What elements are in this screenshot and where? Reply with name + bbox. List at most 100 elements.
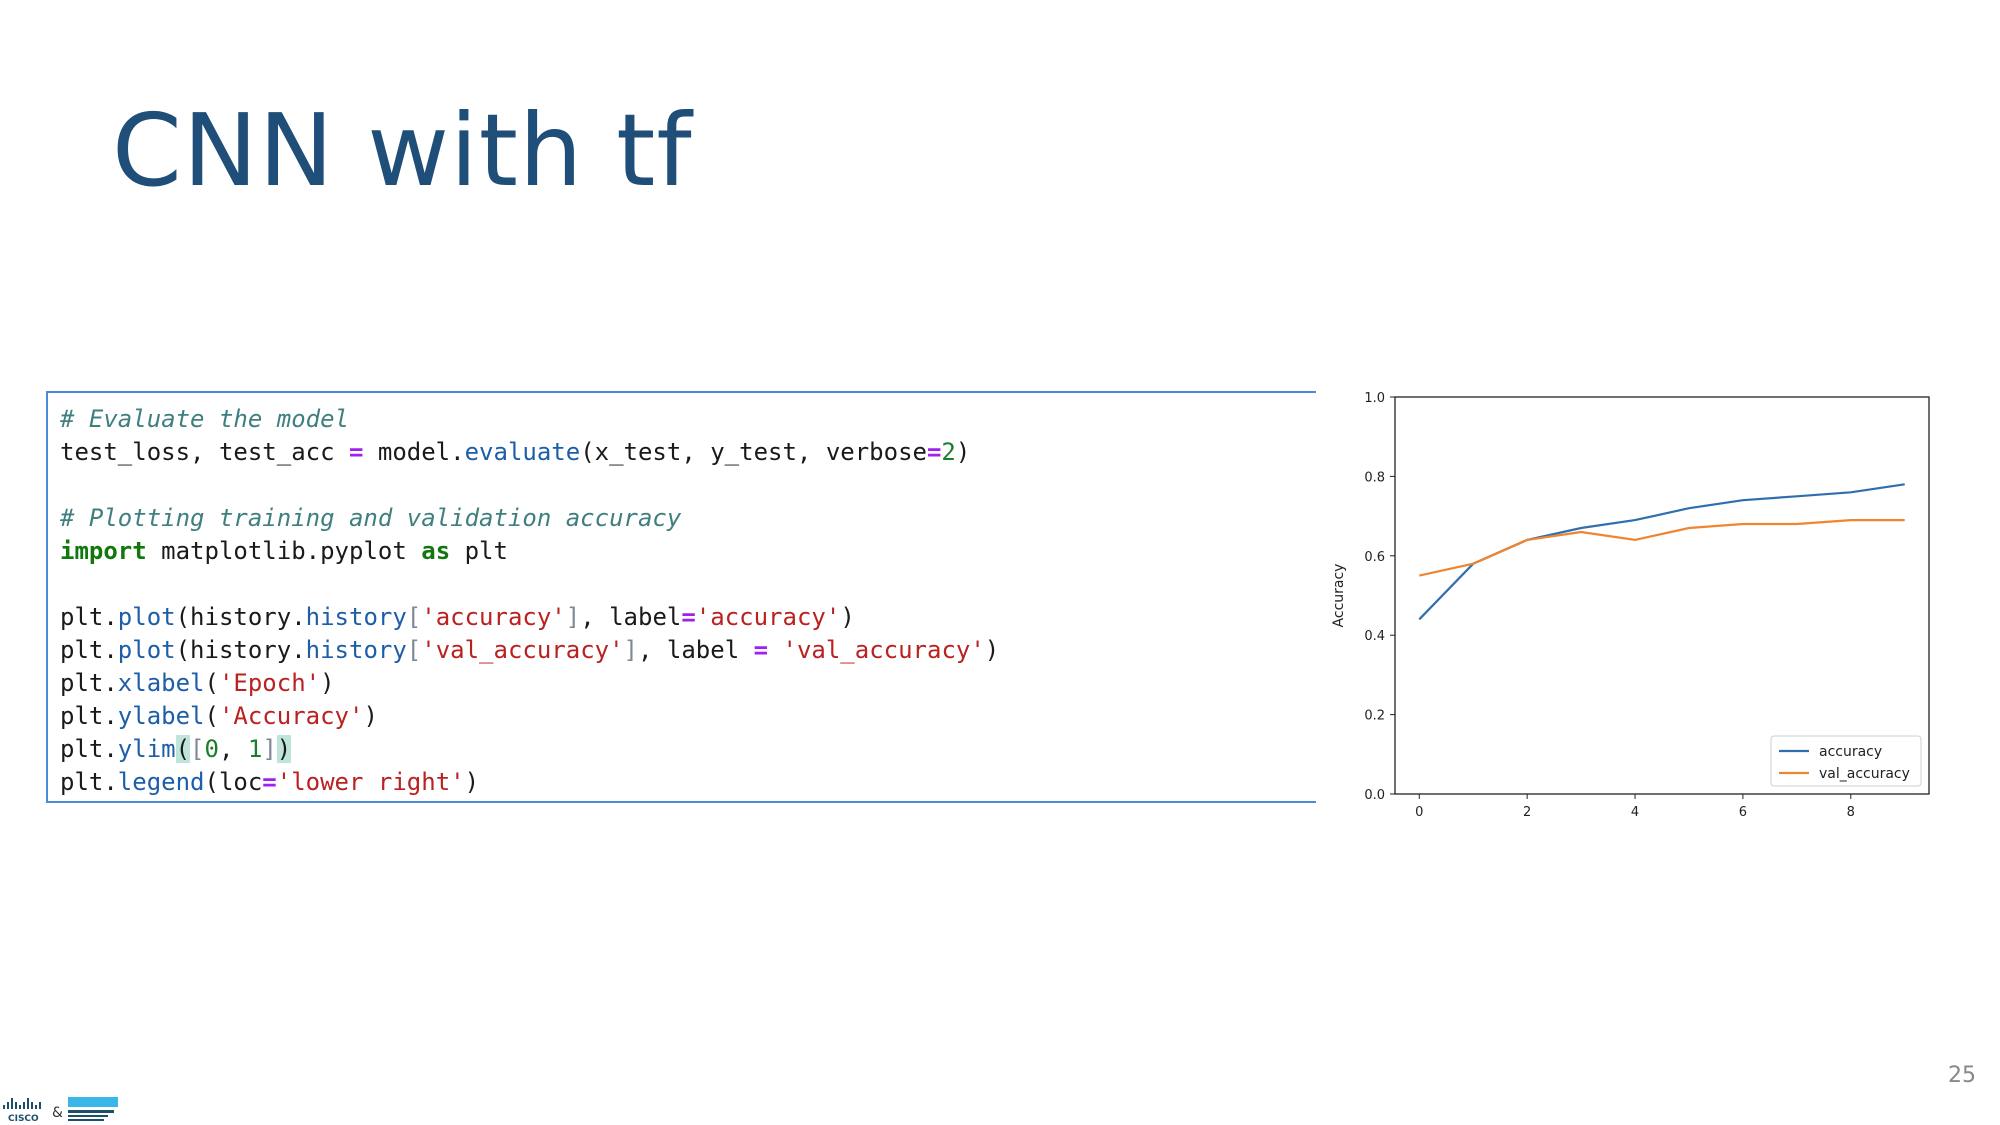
code-string: 'Accuracy' bbox=[218, 702, 364, 730]
code-blank-line bbox=[60, 469, 1316, 502]
code-line: plt.ylim([0, 1]) bbox=[60, 733, 1316, 766]
code-text: ) bbox=[320, 669, 335, 697]
code-bracket: ] bbox=[565, 603, 581, 631]
code-text bbox=[768, 636, 782, 664]
code-string: 'accuracy' bbox=[695, 603, 841, 631]
code-text: ) bbox=[363, 702, 378, 730]
code-text: (x_test, y_test, verbose bbox=[580, 438, 927, 466]
legend-entry: accuracy bbox=[1819, 744, 1882, 760]
code-bracket: [ bbox=[406, 603, 422, 631]
code-function: xlabel bbox=[117, 669, 205, 697]
code-line: plt.legend(loc='lower right') bbox=[60, 766, 1316, 799]
code-function: evaluate bbox=[464, 438, 581, 466]
y-tick-label: 1.0 bbox=[1364, 391, 1385, 406]
y-tick-label: 0.8 bbox=[1364, 470, 1385, 485]
x-tick-label: 2 bbox=[1523, 805, 1531, 820]
code-text: ) bbox=[984, 636, 1000, 664]
code-function: history bbox=[305, 636, 407, 664]
code-text: , label bbox=[580, 603, 682, 631]
code-text: (history. bbox=[175, 603, 306, 631]
code-string: 'Epoch' bbox=[218, 669, 321, 697]
code-text: ) bbox=[840, 603, 855, 631]
legend-entry: val_accuracy bbox=[1819, 766, 1910, 782]
code-number: 1 bbox=[247, 735, 263, 763]
code-function: ylabel bbox=[117, 702, 205, 730]
code-bracket: [ bbox=[190, 735, 205, 763]
code-function: legend bbox=[117, 768, 205, 796]
code-line: test_loss, test_acc = model.evaluate(x_t… bbox=[60, 436, 1316, 469]
code-operator: = bbox=[681, 603, 696, 631]
code-keyword: import bbox=[60, 537, 147, 565]
code-bracket: [ bbox=[406, 636, 422, 664]
code-text: ) bbox=[464, 768, 480, 796]
code-line: plt.xlabel('Epoch') bbox=[60, 667, 1316, 700]
y-tick-label: 0.4 bbox=[1364, 629, 1385, 644]
code-text: ( bbox=[204, 702, 219, 730]
plot-frame bbox=[1394, 396, 1930, 795]
page-number: 25 bbox=[1948, 1063, 1976, 1088]
code-text: model. bbox=[363, 438, 465, 466]
code-text: plt. bbox=[60, 669, 118, 697]
code-blank-line bbox=[60, 568, 1316, 601]
series-line-accuracy bbox=[1418, 483, 1905, 621]
code-text: plt. bbox=[60, 768, 118, 796]
code-number: 0 bbox=[204, 735, 219, 763]
code-line: plt.ylabel('Accuracy') bbox=[60, 700, 1316, 733]
x-tick-label: 8 bbox=[1847, 805, 1855, 820]
code-text: , bbox=[218, 735, 248, 763]
code-bracket: ] bbox=[623, 636, 638, 664]
code-comment: # Evaluate the model bbox=[60, 405, 349, 433]
code-string: 'val_accuracy' bbox=[421, 636, 624, 664]
code-function: history bbox=[305, 603, 407, 631]
code-string: 'accuracy' bbox=[421, 603, 566, 631]
code-function: ylim bbox=[117, 735, 176, 763]
series-line-val_accuracy bbox=[1419, 519, 1905, 577]
code-line: import matplotlib.pyplot as plt bbox=[60, 535, 1316, 568]
code-function: plot bbox=[117, 603, 176, 631]
code-block: # Evaluate the model test_loss, test_acc… bbox=[46, 391, 1316, 803]
code-string: 'val_accuracy' bbox=[782, 636, 985, 664]
y-tick-label: 0.6 bbox=[1364, 550, 1385, 565]
code-line: plt.plot(history.history['accuracy'], la… bbox=[60, 601, 1316, 634]
y-tick-label: 0.2 bbox=[1364, 709, 1385, 724]
cisco-logo-text: CISCO bbox=[8, 1114, 39, 1123]
code-text: test_loss, test_acc bbox=[60, 438, 349, 466]
code-line: plt.plot(history.history['val_accuracy']… bbox=[60, 634, 1316, 667]
accuracy-chart: 0 2 4 6 8 0.0 0.2 0.4 0.6 0.8 1.0 Accuracy accuracy v… bbox=[1331, 391, 1930, 820]
code-text: , label bbox=[638, 636, 754, 664]
code-operator: = bbox=[262, 768, 277, 796]
code-text: plt. bbox=[60, 735, 118, 763]
code-text: plt. bbox=[60, 636, 118, 664]
x-tick-label: 6 bbox=[1739, 805, 1747, 820]
code-text: ) bbox=[955, 438, 971, 466]
code-number: 2 bbox=[941, 438, 956, 466]
code-text: ( bbox=[204, 669, 219, 697]
y-tick-label: 0.0 bbox=[1364, 788, 1385, 803]
cisco-logo-icon: CISCO bbox=[3, 1098, 41, 1123]
code-operator: = bbox=[753, 636, 769, 664]
code-function: plot bbox=[117, 636, 176, 664]
code-text: (history. bbox=[175, 636, 306, 664]
code-text: matplotlib.pyplot bbox=[146, 537, 422, 565]
code-paren-highlight: ) bbox=[276, 735, 292, 763]
code-operator: = bbox=[926, 438, 942, 466]
x-tick-label: 4 bbox=[1631, 805, 1639, 820]
x-tick-label: 0 bbox=[1415, 805, 1423, 820]
code-text: (loc bbox=[204, 768, 263, 796]
partner-logo-icon bbox=[68, 1097, 118, 1121]
code-comment: # Plotting training and validation accur… bbox=[60, 504, 682, 532]
code-keyword: as bbox=[421, 537, 451, 565]
code-line: # Plotting training and validation accur… bbox=[60, 502, 1316, 535]
code-string: 'lower right' bbox=[276, 768, 465, 796]
logo-ampersand: & bbox=[52, 1105, 63, 1121]
partner-logos: CISCO & bbox=[3, 1097, 118, 1123]
code-bracket: ] bbox=[262, 735, 277, 763]
code-text: plt bbox=[450, 537, 508, 565]
code-paren-highlight: ( bbox=[175, 735, 191, 763]
slide-title: CNN with tf bbox=[112, 92, 693, 209]
code-text: plt. bbox=[60, 603, 118, 631]
y-axis-label: Accuracy bbox=[1331, 564, 1347, 628]
code-line: # Evaluate the model bbox=[60, 403, 1316, 436]
code-operator: = bbox=[348, 438, 364, 466]
code-text: plt. bbox=[60, 702, 118, 730]
